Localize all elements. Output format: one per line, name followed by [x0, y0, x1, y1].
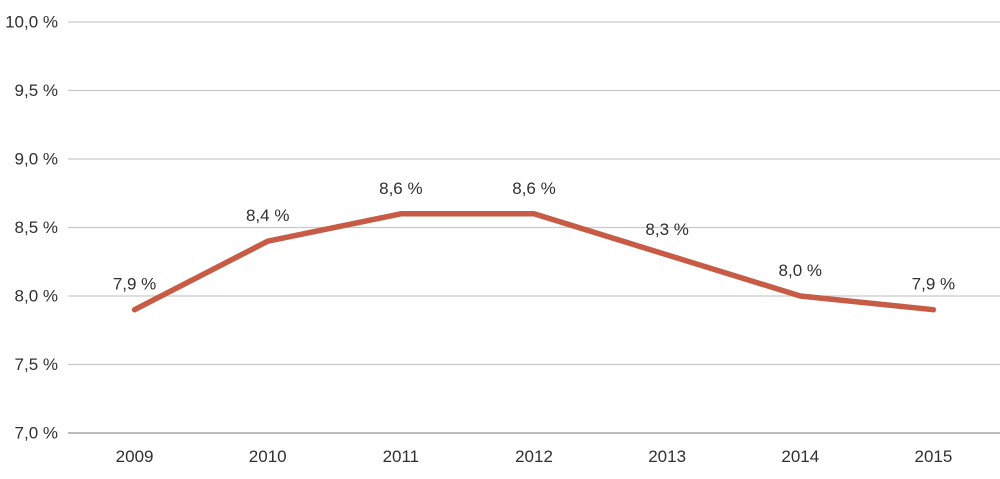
data-label: 8,4 %: [246, 206, 289, 225]
x-tick-label: 2009: [116, 447, 154, 466]
data-label: 7,9 %: [912, 275, 955, 294]
y-tick-label: 7,5 %: [15, 355, 58, 374]
series-line: [131, 211, 937, 313]
data-label: 7,9 %: [113, 275, 156, 294]
x-tick-label: 2011: [383, 447, 420, 466]
data-label: 8,3 %: [645, 220, 688, 239]
y-tick-label: 9,0 %: [15, 150, 58, 169]
x-tick-label: 2014: [781, 447, 819, 466]
data-label: 8,6 %: [512, 179, 555, 198]
x-tick-label: 2015: [915, 447, 953, 466]
y-tick-label: 8,0 %: [15, 287, 58, 306]
y-tick-label: 9,5 %: [15, 81, 58, 100]
x-tick-label: 2012: [515, 447, 553, 466]
x-tick-label: 2010: [249, 447, 287, 466]
data-label: 8,6 %: [379, 179, 422, 198]
x-tick-label: 2013: [648, 447, 686, 466]
y-tick-label: 8,5 %: [15, 218, 58, 237]
y-tick-label: 7,0 %: [15, 424, 58, 443]
y-tick-label: 10,0 %: [5, 13, 58, 32]
data-label: 8,0 %: [779, 261, 822, 280]
